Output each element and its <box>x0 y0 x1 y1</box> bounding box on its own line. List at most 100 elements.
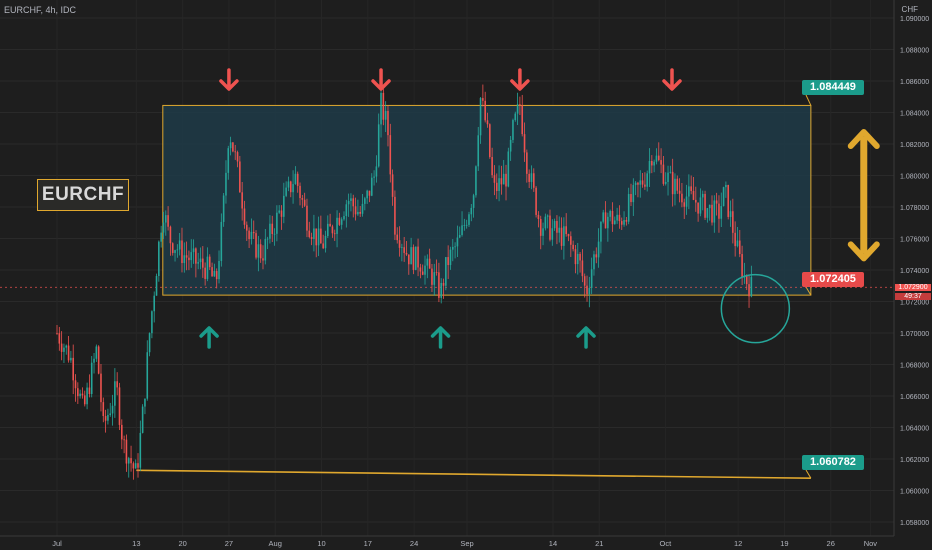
candle-body-154 <box>412 247 415 270</box>
x-tick-label-5: 10 <box>317 539 325 548</box>
candle-body-102 <box>292 184 294 193</box>
candle-body-37 <box>141 406 144 433</box>
candle-body-159 <box>424 265 426 275</box>
candle-body-224 <box>574 249 577 265</box>
candle-body-126 <box>347 200 350 205</box>
candle-body-121 <box>336 217 338 234</box>
candle-body-236 <box>602 212 605 222</box>
candle-body-51 <box>174 250 176 253</box>
candle-body-198 <box>514 113 517 121</box>
candle-body-61 <box>197 262 199 264</box>
candle-body-131 <box>359 211 362 214</box>
candle-body-147 <box>396 234 399 241</box>
candle-body-261 <box>660 160 662 165</box>
candle-body-262 <box>662 164 665 184</box>
candle-body-194 <box>505 173 507 187</box>
candle-body-68 <box>213 271 216 277</box>
candle-body-39 <box>146 352 149 399</box>
candle-body-133 <box>364 198 366 204</box>
candle-body-6 <box>70 357 72 361</box>
candle-body-60 <box>195 248 197 264</box>
candle-body-67 <box>211 267 213 277</box>
candle-body-151 <box>405 252 408 255</box>
candle-body-295 <box>738 240 741 255</box>
candle-body-249 <box>632 185 635 203</box>
down-arrow-icon-2 <box>510 68 530 91</box>
candle-body-56 <box>185 255 188 258</box>
candle-body-170 <box>449 249 452 266</box>
candle-body-107 <box>303 199 306 206</box>
candle-body-298 <box>745 275 748 285</box>
candle-body-279 <box>701 193 704 198</box>
candle-body-58 <box>190 252 193 261</box>
candle-body-95 <box>276 212 278 234</box>
candle-body-5 <box>67 345 70 361</box>
candle-body-83 <box>248 230 250 240</box>
candle-body-142 <box>384 110 387 120</box>
x-tick-label-14: 26 <box>827 539 835 548</box>
candle-body-222 <box>570 236 572 245</box>
candle-body-94 <box>273 233 276 235</box>
candle-body-138 <box>375 166 378 177</box>
y-tick-label-6: 1.070000 <box>900 331 929 338</box>
candle-body-173 <box>456 237 459 247</box>
candle-body-234 <box>597 241 600 258</box>
candle-body-269 <box>678 190 681 194</box>
candle-body-216 <box>556 221 558 233</box>
candle-body-140 <box>380 92 382 125</box>
candle-body-79 <box>239 161 241 193</box>
x-tick-label-10: 21 <box>595 539 603 548</box>
candle-body-129 <box>354 206 357 215</box>
circle-annotation <box>720 273 791 344</box>
candle-body-230 <box>588 287 591 295</box>
candle-body-55 <box>183 255 186 264</box>
up-arrow-icon-1 <box>430 326 451 349</box>
candle-body-24 <box>111 405 114 414</box>
double-arrow-head-up-icon <box>847 129 880 149</box>
candle-body-158 <box>421 271 424 275</box>
candle-body-75 <box>229 142 232 149</box>
support-connector <box>805 469 812 479</box>
candle-body-150 <box>403 247 405 253</box>
candle-body-255 <box>646 173 649 187</box>
candle-body-177 <box>465 224 468 226</box>
candle-body-91 <box>266 238 269 240</box>
up-arrow-icon-2 <box>576 326 596 349</box>
candle-body-286 <box>718 203 720 219</box>
candle-body-115 <box>322 243 324 249</box>
candle-body-14 <box>88 387 91 394</box>
candle-body-166 <box>440 282 443 298</box>
candle-body-215 <box>553 221 556 229</box>
candle-body-281 <box>706 208 709 218</box>
candle-body-291 <box>729 211 732 217</box>
candle-body-117 <box>326 223 329 236</box>
candle-body-104 <box>296 173 299 186</box>
candle-body-97 <box>280 210 283 217</box>
candle-body-193 <box>502 173 505 185</box>
candle-body-259 <box>655 155 658 162</box>
candle-body-258 <box>653 161 655 166</box>
x-tick-label-15: Nov <box>864 539 878 548</box>
candle-body-42 <box>153 295 156 312</box>
candle-body-45 <box>160 232 162 242</box>
candle-body-167 <box>442 282 445 286</box>
candle-body-202 <box>523 134 526 153</box>
candle-body-211 <box>544 216 547 229</box>
candle-body-156 <box>417 246 419 268</box>
candle-body-250 <box>634 182 637 186</box>
candle-body-165 <box>438 272 440 298</box>
candle-body-207 <box>535 187 537 215</box>
candle-body-182 <box>477 135 480 167</box>
x-tick-label-8: Sep <box>460 539 473 548</box>
candle-body-35 <box>137 463 139 468</box>
y-tick-label-1: 1.060000 <box>900 489 929 496</box>
y-tick-label-13: 1.084000 <box>900 111 929 118</box>
candle-body-189 <box>493 175 496 183</box>
candle-body-263 <box>664 181 667 184</box>
candle-body-43 <box>155 276 158 296</box>
candle-body-78 <box>236 152 239 162</box>
candle-body-25 <box>114 381 116 406</box>
candle-body-213 <box>549 215 551 240</box>
candle-body-101 <box>289 181 292 193</box>
